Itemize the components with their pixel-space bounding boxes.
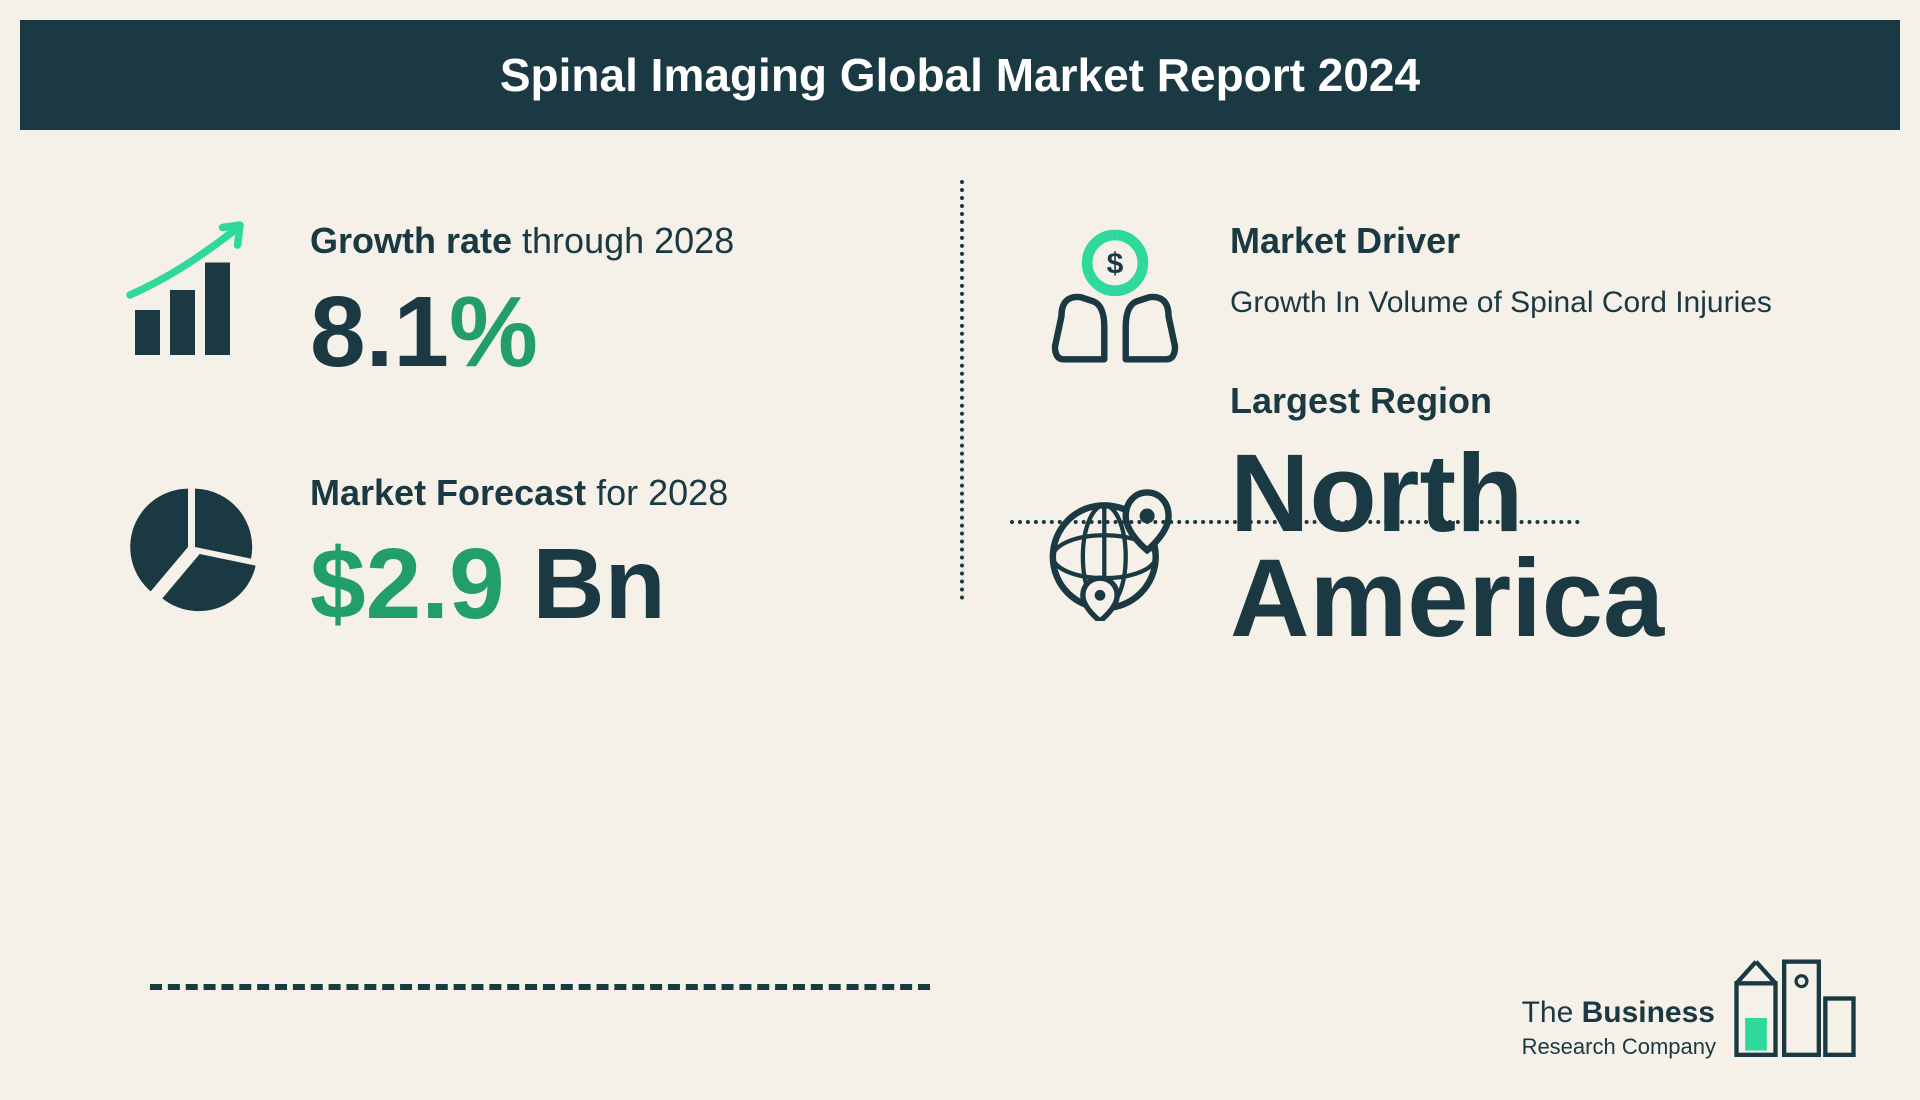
growth-chart-icon <box>120 220 270 370</box>
growth-label: Growth rate through 2028 <box>310 220 880 262</box>
region-label: Largest Region <box>1230 380 1800 422</box>
growth-value-pct: % <box>449 276 538 388</box>
forecast-label: Market Forecast for 2028 <box>310 472 880 514</box>
growth-card: Growth rate through 2028 8.1% <box>120 220 880 382</box>
bottom-dashed-line <box>150 984 930 990</box>
region-card: Largest Region North America <box>1040 440 1800 651</box>
forecast-label-light: for 2028 <box>586 472 728 513</box>
right-column: $ Market Driver Growth In Volume of Spin… <box>940 220 1800 741</box>
driver-label: Market Driver <box>1230 220 1800 262</box>
forecast-dollar: $ <box>310 528 366 640</box>
logo-buildings-icon <box>1730 950 1860 1060</box>
company-logo: The Business Research Company <box>1522 950 1860 1060</box>
hands-money-icon: $ <box>1040 220 1190 370</box>
region-label-bold: Largest Region <box>1230 380 1492 421</box>
header-title: Spinal Imaging Global Market Report 2024 <box>500 49 1420 101</box>
region-text-block: Largest Region North America <box>1230 380 1800 651</box>
logo-the: The <box>1522 996 1582 1029</box>
forecast-text: Market Forecast for 2028 $2.9 Bn <box>310 472 880 634</box>
content-grid: Growth rate through 2028 8.1% Market For… <box>0 130 1920 741</box>
forecast-suffix: Bn <box>505 528 666 640</box>
driver-label-bold: Market Driver <box>1230 220 1460 261</box>
logo-business: Business <box>1582 996 1715 1029</box>
svg-text:$: $ <box>1107 248 1124 281</box>
forecast-value: $2.9 Bn <box>310 534 880 634</box>
region-line2: America <box>1230 547 1800 652</box>
growth-label-bold: Growth rate <box>310 220 512 261</box>
left-column: Growth rate through 2028 8.1% Market For… <box>120 220 940 741</box>
region-line1: North <box>1230 442 1800 547</box>
driver-description: Growth In Volume of Spinal Cord Injuries <box>1230 282 1800 324</box>
growth-label-light: through 2028 <box>512 220 734 261</box>
forecast-card: Market Forecast for 2028 $2.9 Bn <box>120 472 880 634</box>
pie-chart-icon <box>120 472 270 622</box>
driver-card: $ Market Driver Growth In Volume of Spin… <box>1040 220 1800 370</box>
globe-pin-icon <box>1040 471 1190 621</box>
growth-text: Growth rate through 2028 8.1% <box>310 220 880 382</box>
growth-value: 8.1% <box>310 282 880 382</box>
forecast-label-bold: Market Forecast <box>310 472 586 513</box>
logo-research: Research Company <box>1522 1034 1716 1059</box>
vertical-divider <box>960 180 964 600</box>
region-value: North America <box>1230 442 1800 651</box>
logo-text: The Business Research Company <box>1522 997 1716 1060</box>
header-bar: Spinal Imaging Global Market Report 2024 <box>20 20 1900 130</box>
driver-text-block: Market Driver Growth In Volume of Spinal… <box>1230 220 1800 324</box>
forecast-num: 2.9 <box>366 528 505 640</box>
horizontal-dotted-divider <box>1010 520 1580 524</box>
growth-value-num: 8.1 <box>310 276 449 388</box>
